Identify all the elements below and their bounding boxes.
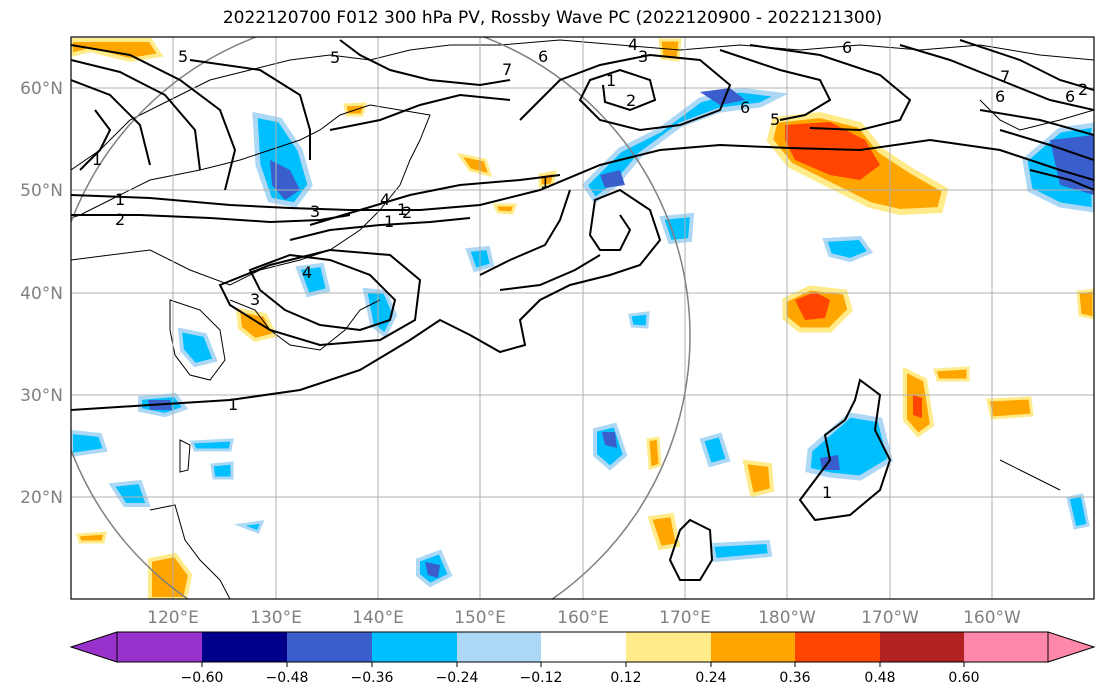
contour-label: 1 xyxy=(397,200,407,219)
colorbar-cell xyxy=(626,632,711,662)
lat-label: 50°N xyxy=(20,181,63,201)
contour-label: 1 xyxy=(92,150,102,169)
lon-label: 140°E xyxy=(352,608,404,628)
colorbar-cell xyxy=(117,632,202,662)
lon-axis: 120°E 130°E 140°E 150°E 160°E 170°E 180°… xyxy=(147,608,1021,628)
colorbar-tick-label: −0.24 xyxy=(436,670,479,686)
colorbar-tick-label: 0.60 xyxy=(948,670,979,686)
colorbar-cell xyxy=(457,632,541,662)
plot-title: 2022120700 F012 300 hPa PV, Rossby Wave … xyxy=(222,8,883,28)
lon-label: 130°E xyxy=(250,608,302,628)
contour-label: 5 xyxy=(770,110,780,129)
colorbar-cell xyxy=(287,632,372,662)
lon-label: 150°E xyxy=(454,608,506,628)
colorbar-tick-label: −0.60 xyxy=(181,670,224,686)
colorbar: −0.60 −0.48 −0.36 −0.24 −0.12 0.12 0.24 … xyxy=(69,631,1096,686)
colorbar-ticks xyxy=(201,662,965,667)
lat-label: 40°N xyxy=(20,284,63,304)
colorbar-outline xyxy=(116,631,1049,663)
contour-label: 1 xyxy=(540,173,550,192)
lat-label: 30°N xyxy=(20,386,63,406)
contour-label: 7 xyxy=(1000,67,1010,86)
contour-label: 7 xyxy=(502,60,512,79)
lon-label: 120°E xyxy=(147,608,199,628)
lon-label: 160°E xyxy=(557,608,609,628)
colorbar-cell xyxy=(202,632,287,662)
colorbar-extend-max xyxy=(1047,631,1096,663)
contour-label: 1 xyxy=(384,212,394,231)
lon-label: 160°W xyxy=(963,608,1021,628)
contour-label: 2 xyxy=(626,91,636,110)
colorbar-cell xyxy=(880,632,964,662)
colorbar-cell xyxy=(964,632,1048,662)
contour-label: 5 xyxy=(330,48,340,67)
pv-contours xyxy=(71,39,1094,581)
lon-label: 170°E xyxy=(659,608,711,628)
contour-labels: 5 5 6 4 3 7 6 1 2 6 5 6 7 6 1 1 2 3 4 1 … xyxy=(92,35,1088,502)
contour-label: 1 xyxy=(822,483,832,502)
lat-label: 20°N xyxy=(20,488,63,508)
colorbar-cell xyxy=(541,632,626,662)
colorbar-tick-label: 0.24 xyxy=(695,670,726,686)
contour-label: 1 xyxy=(228,395,238,414)
colorbar-tick-label: 0.12 xyxy=(610,670,641,686)
colorbar-tick-label: −0.36 xyxy=(351,670,394,686)
lat-label: 60°N xyxy=(20,79,63,99)
contour-label: 6 xyxy=(740,98,750,117)
contour-label: 6 xyxy=(995,87,1005,106)
contour-label: 5 xyxy=(178,47,188,66)
colorbar-extend-min xyxy=(69,631,118,663)
colorbar-tick-label: −0.12 xyxy=(520,670,563,686)
colorbar-cell xyxy=(795,632,880,662)
contour-label: 3 xyxy=(310,202,320,221)
graticule xyxy=(71,37,1094,599)
contour-label: 4 xyxy=(302,263,312,282)
contour-label: 1 xyxy=(115,190,125,209)
map-border xyxy=(70,36,1095,600)
colorbar-cell xyxy=(711,632,795,662)
colorbar-tick-label: 0.48 xyxy=(864,670,895,686)
lat-axis: 60°N 50°N 40°N 30°N 20°N xyxy=(20,79,63,508)
colorbar-cell xyxy=(372,632,457,662)
contour-label: 6 xyxy=(538,47,548,66)
contour-label: 2 xyxy=(1078,80,1088,99)
contour-label: 2 xyxy=(402,203,412,222)
contour-label: 4 xyxy=(380,190,390,209)
map-content: 5 5 6 4 3 7 6 1 2 6 5 6 7 6 1 1 2 3 4 1 … xyxy=(71,35,1094,599)
contour-label: 4 xyxy=(628,35,638,54)
lon-label: 180°W xyxy=(758,608,816,628)
contour-label: 1 xyxy=(606,71,616,90)
colorbar-tick-label: 0.36 xyxy=(779,670,810,686)
lon-label: 170°W xyxy=(861,608,919,628)
contour-label: 6 xyxy=(1065,87,1075,106)
contour-label: 3 xyxy=(250,290,260,309)
colorbar-tick-label: −0.48 xyxy=(266,670,309,686)
contour-label: 2 xyxy=(115,210,125,229)
contour-label: 6 xyxy=(842,38,852,57)
region-circle xyxy=(71,37,691,599)
contour-label: 3 xyxy=(638,47,648,66)
